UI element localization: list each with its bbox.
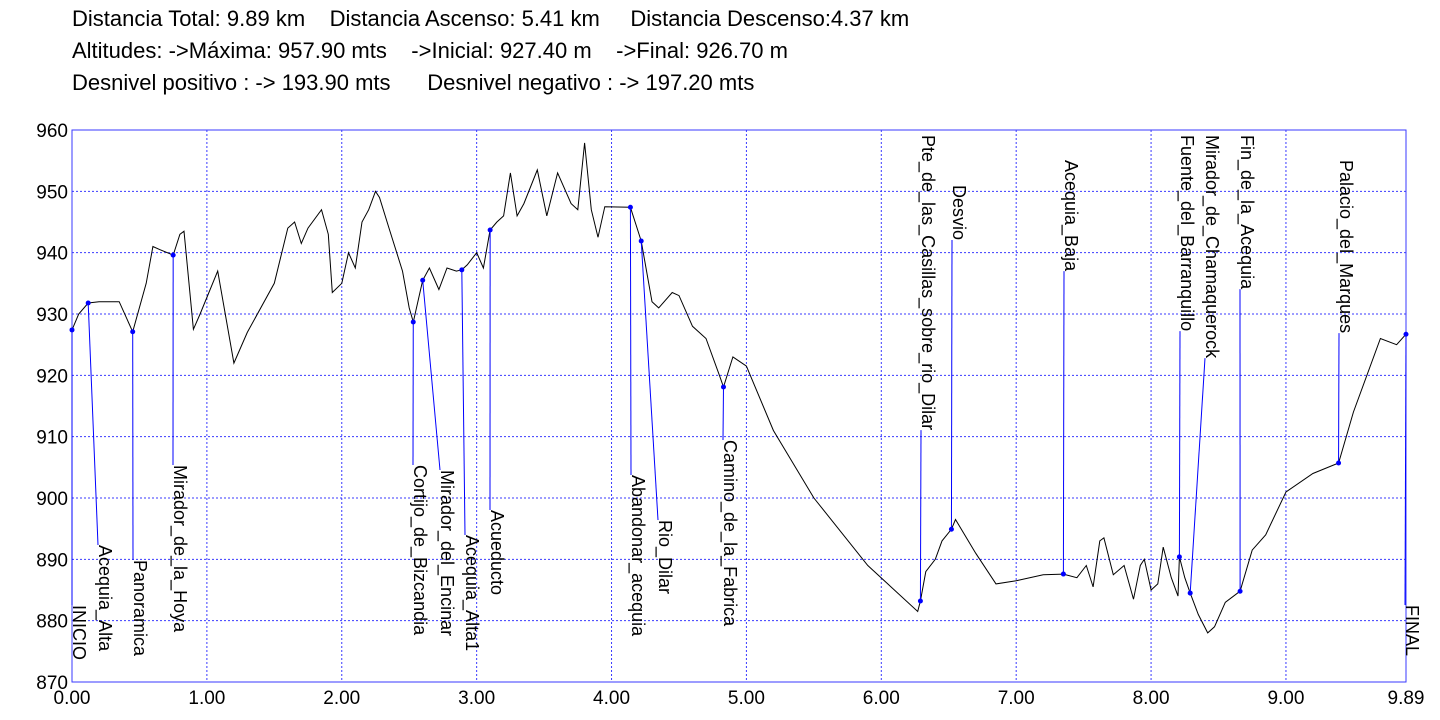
waypoint-label: Acequia_Alta1 xyxy=(461,535,482,651)
waypoint-marker xyxy=(1060,571,1066,577)
leader-line xyxy=(1178,331,1181,557)
leader-line xyxy=(1062,271,1065,575)
x-tick-label: 2.00 xyxy=(323,688,360,709)
waypoint-marker xyxy=(487,227,493,233)
leader-line xyxy=(950,240,953,530)
x-tick-label: 8.00 xyxy=(1133,688,1170,709)
waypoint-label: Mirador_de_la_Hoya xyxy=(169,465,190,633)
waypoint-label: Abandonar_acequia xyxy=(627,475,648,637)
waypoint-marker xyxy=(69,327,75,333)
x-tick-label: 6.00 xyxy=(863,688,900,709)
waypoint-label: Acequia_Baja xyxy=(1060,160,1081,272)
waypoint-label: Camino_de_la_Fabrica xyxy=(719,440,740,627)
waypoint-label: Fin_de_la_Acequia xyxy=(1236,135,1257,290)
elevation-line xyxy=(71,142,1407,634)
y-tick-label: 930 xyxy=(36,305,68,326)
waypoint-marker xyxy=(1237,588,1243,594)
waypoint-marker xyxy=(948,526,954,532)
waypoint-marker xyxy=(720,384,726,390)
waypoint-label: INICIO xyxy=(69,605,89,660)
y-tick-label: 880 xyxy=(36,612,68,633)
leader-line xyxy=(629,207,632,476)
waypoint-marker xyxy=(1187,590,1193,596)
waypoint-marker xyxy=(459,267,465,273)
waypoint-marker xyxy=(170,252,176,258)
waypoint-marker xyxy=(638,238,644,244)
waypoint-label: Acueducto xyxy=(487,510,507,595)
waypoint-label: Acequia_Alta xyxy=(94,545,115,652)
y-tick-label: 870 xyxy=(36,673,68,694)
waypoint-marker xyxy=(85,300,91,306)
leader-line xyxy=(919,430,922,602)
y-tick-label: 940 xyxy=(36,244,68,265)
waypoint-marker xyxy=(917,598,923,604)
waypoint-label: Fuente_del_Barranquillo xyxy=(1176,135,1197,331)
waypoint-marker xyxy=(420,277,426,283)
waypoint-marker xyxy=(130,329,136,335)
waypoint-label: Desvio xyxy=(949,185,969,240)
waypoint-label: Panoramica xyxy=(130,560,150,657)
waypoint-label: Palacio_del_Marques xyxy=(1335,160,1356,333)
waypoint-marker xyxy=(1336,460,1342,466)
x-tick-label: 4.00 xyxy=(593,688,630,709)
leader-line xyxy=(87,302,99,546)
x-tick-label: 1.00 xyxy=(188,688,225,709)
summary-line: Desnivel positivo : -> 193.90 mts Desniv… xyxy=(72,70,754,95)
waypoint-label: Mirador_de_Chamaquerock xyxy=(1201,135,1222,359)
leader-line xyxy=(1404,334,1407,606)
waypoint-marker xyxy=(1403,331,1409,337)
x-tick-label: 0.00 xyxy=(54,688,91,709)
x-tick-label: 9.00 xyxy=(1267,688,1304,709)
waypoint-marker xyxy=(1176,554,1182,560)
y-tick-label: 950 xyxy=(36,182,68,203)
waypoint-label: FINAL xyxy=(1402,605,1422,656)
waypoint-label: Rio_Dilar xyxy=(654,520,675,594)
leader-line xyxy=(1189,358,1206,594)
x-tick-label: 5.00 xyxy=(728,688,765,709)
y-tick-label: 900 xyxy=(36,489,68,510)
waypoint-label: Pte_de_las_Casillas_sobre_rio_Dilar xyxy=(917,135,938,430)
x-tick-label: 7.00 xyxy=(998,688,1035,709)
y-tick-label: 910 xyxy=(36,428,68,449)
waypoint-marker xyxy=(410,319,416,325)
x-tick-label: 9.89 xyxy=(1388,688,1425,709)
summary-line: Altitudes: ->Máxima: 957.90 mts ->Inicia… xyxy=(72,38,788,63)
y-tick-label: 960 xyxy=(36,121,68,142)
waypoint-label: Mirador_del_Encinar xyxy=(436,470,457,636)
waypoint-marker xyxy=(627,204,633,210)
x-tick-label: 3.00 xyxy=(458,688,495,709)
summary-line: Distancia Total: 9.89 km Distancia Ascen… xyxy=(72,6,909,31)
leader-line xyxy=(640,240,659,521)
leader-line xyxy=(461,269,466,536)
waypoint-label: Cortijo_de_Bizcandia xyxy=(409,465,430,636)
leader-line xyxy=(422,280,441,471)
y-tick-label: 920 xyxy=(36,366,68,387)
y-tick-label: 890 xyxy=(36,550,68,571)
